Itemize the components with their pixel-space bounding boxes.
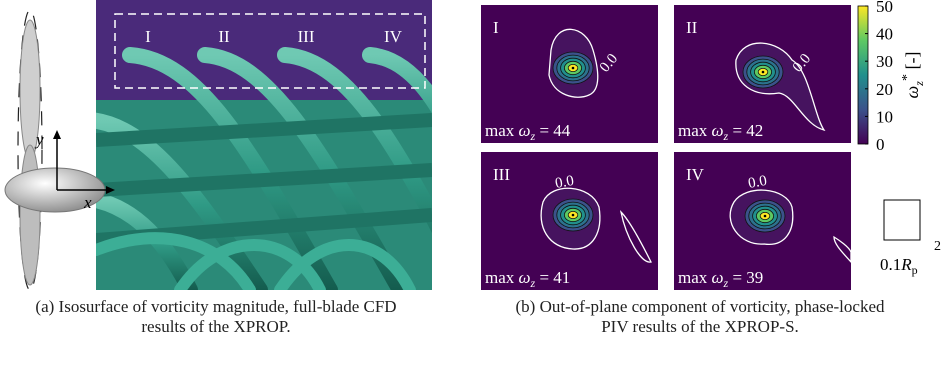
colorbar-ticks: 0 10 20 30 40 50 bbox=[865, 0, 893, 154]
x-axis-label: x bbox=[83, 193, 92, 212]
max-label: max ωz = 44 bbox=[485, 121, 571, 143]
vortex-core bbox=[764, 215, 767, 218]
max-label: max ωz = 39 bbox=[678, 268, 763, 290]
max-symbol: ω bbox=[519, 268, 531, 287]
max-symbol: ω bbox=[712, 121, 724, 140]
max-value: = 42 bbox=[728, 121, 763, 140]
roman-label: II bbox=[218, 27, 230, 46]
colorbar-tick-label: 20 bbox=[876, 80, 893, 99]
max-prefix: max bbox=[485, 121, 519, 140]
max-label: max ωz = 42 bbox=[678, 121, 763, 143]
colorbar-tick-label: 50 bbox=[876, 0, 893, 16]
roman-label: I bbox=[145, 27, 151, 46]
vortex-core bbox=[572, 214, 575, 217]
vortex-core bbox=[762, 71, 765, 74]
max-value: = 41 bbox=[535, 268, 570, 287]
colorbar bbox=[858, 6, 868, 144]
scale-note: 2 bbox=[934, 239, 941, 254]
max-value: = 44 bbox=[535, 121, 571, 140]
scale-symbol: R bbox=[900, 255, 912, 274]
panel-label: II bbox=[686, 18, 698, 37]
caption-a: (a) Isosurface of vorticity magnitude, f… bbox=[35, 297, 396, 316]
colorbar-label: ωz* [-] bbox=[900, 52, 926, 99]
roman-label: IV bbox=[384, 27, 403, 46]
caption-b: (b) Out-of-plane component of vorticity,… bbox=[516, 297, 885, 316]
contour-label: 0.0 bbox=[554, 173, 575, 192]
caption-b: PIV results of the XPROP-S. bbox=[601, 317, 799, 336]
colorbar-tick-label: 10 bbox=[876, 107, 893, 126]
symbol: ω bbox=[902, 86, 922, 99]
scale-sub: p bbox=[912, 263, 918, 277]
y-axis-label: y bbox=[34, 130, 44, 149]
contour-label: 0.0 bbox=[747, 173, 768, 192]
colorbar-tick-label: 0 bbox=[876, 135, 885, 154]
max-prefix: max bbox=[485, 268, 519, 287]
superscript: * bbox=[900, 74, 915, 81]
colorbar-tick-label: 40 bbox=[876, 25, 893, 44]
caption-a: results of the XPROP. bbox=[141, 317, 290, 336]
max-symbol: ω bbox=[519, 121, 531, 140]
piv-panel: III 0.0 max ωz = 41 bbox=[481, 152, 658, 290]
max-value: = 39 bbox=[728, 268, 763, 287]
figure: y x IIIIIIIV (a) Isosurface of vorticity… bbox=[0, 0, 945, 365]
panel-label: I bbox=[493, 18, 499, 37]
colorbar-tick-label: 30 bbox=[876, 52, 893, 71]
vortex-core bbox=[572, 67, 575, 70]
piv-panel: IV 0.0 max ωz = 39 bbox=[674, 152, 851, 290]
scale-text: 0.1 bbox=[880, 255, 901, 274]
roman-label: III bbox=[298, 27, 315, 46]
max-symbol: ω bbox=[712, 268, 724, 287]
max-prefix: max bbox=[678, 121, 712, 140]
panel-label: IV bbox=[686, 165, 705, 184]
unit: [-] bbox=[902, 52, 922, 74]
max-prefix: max bbox=[678, 268, 712, 287]
max-label: max ωz = 41 bbox=[485, 268, 570, 290]
scale-box bbox=[884, 200, 920, 240]
panel-label: III bbox=[493, 165, 510, 184]
scale-label: 0.1Rp bbox=[880, 255, 918, 277]
